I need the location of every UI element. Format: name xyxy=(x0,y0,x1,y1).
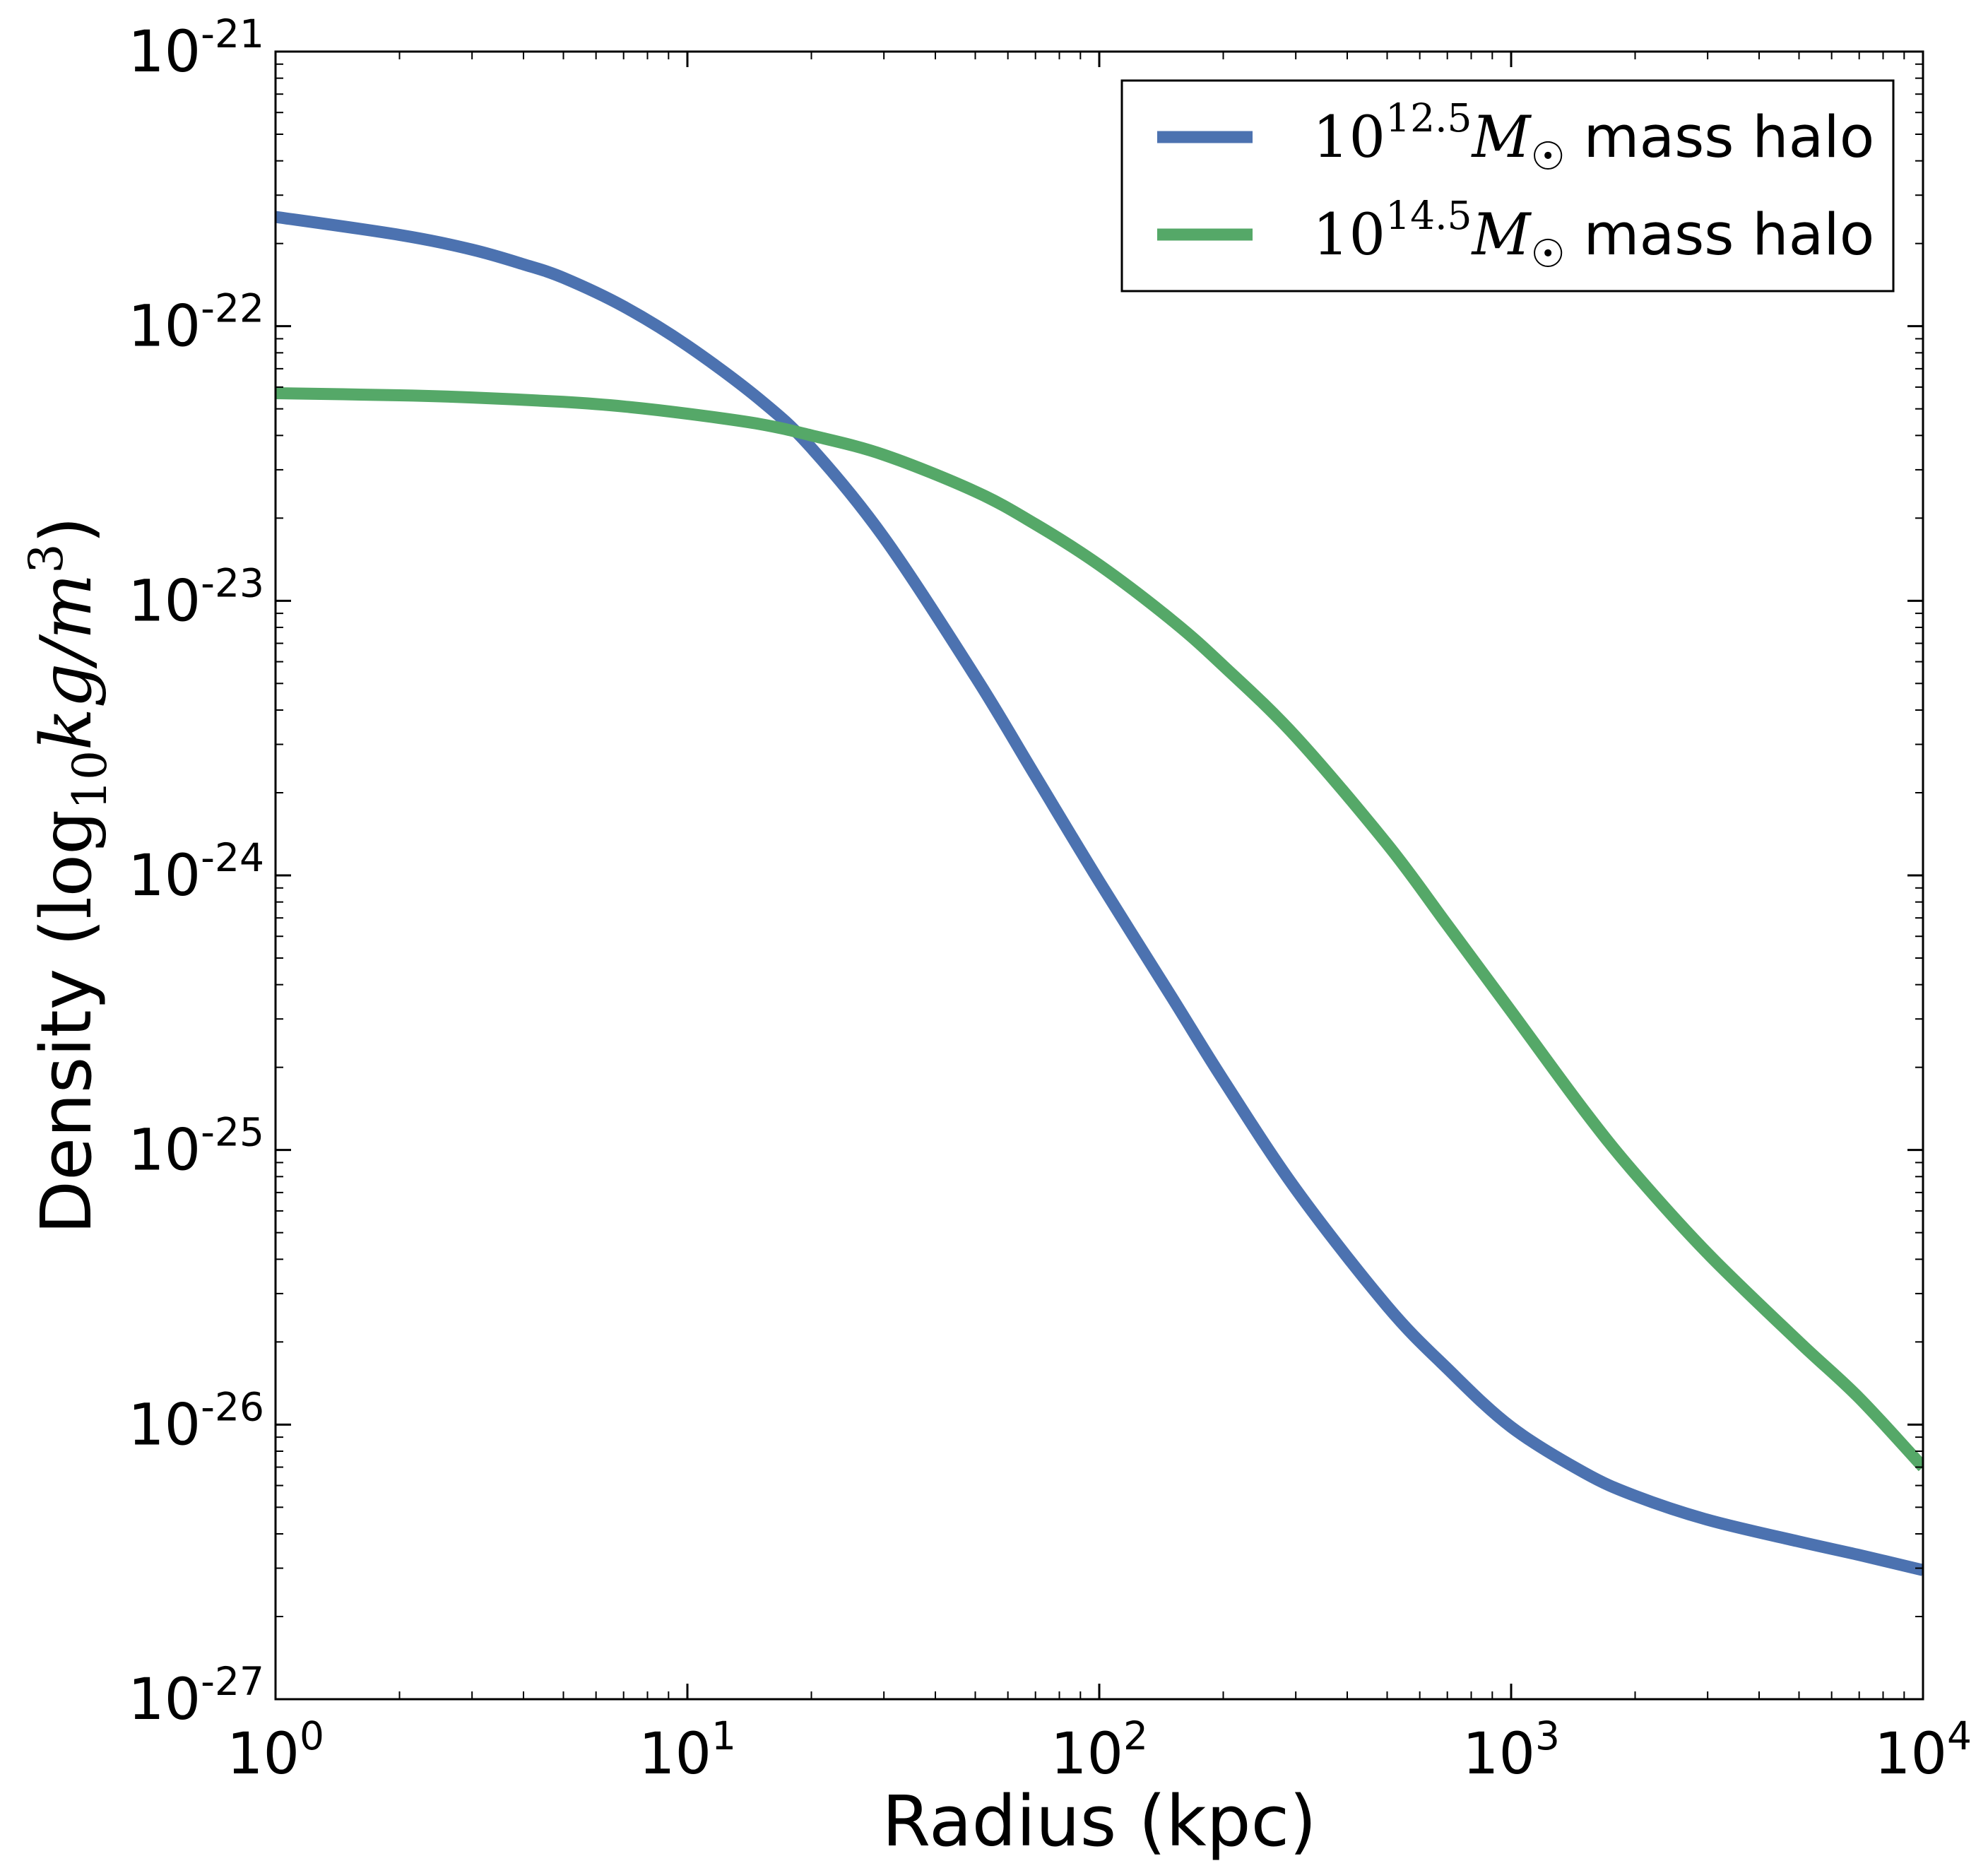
series-line-1 xyxy=(276,211,1923,1576)
legend-label-2: 1014.5M☉ mass halo xyxy=(1313,193,1874,276)
x-tick-label: 100 xyxy=(227,1713,324,1788)
y-tick-label: 10-25 xyxy=(128,1110,264,1184)
y-tick-label: 10-27 xyxy=(128,1659,264,1733)
y-tick-label: 10-21 xyxy=(128,11,264,85)
y-tick-label: 10-22 xyxy=(128,286,264,360)
x-axis-label: Radius (kpc) xyxy=(882,1781,1316,1862)
labels-layer: 100 101 102 103 104 10-21 10-22 10-23 10-24 10-25… xyxy=(19,11,1972,1862)
y-tick-label: 10-23 xyxy=(128,560,264,634)
x-tick-label: 101 xyxy=(639,1713,736,1788)
legend: 1012.5M☉ mass halo 1014.5M☉ mass halo xyxy=(1120,79,1895,293)
svg-text:Density (log10kg/m3): Density (log10kg/m3) xyxy=(19,516,117,1234)
y-axis-label: Density (log10kg/m3) xyxy=(19,516,117,1234)
y-tick-label: 10-24 xyxy=(128,835,264,909)
legend-frame xyxy=(1120,79,1895,293)
legend-label-1: 1012.5M☉ mass halo xyxy=(1313,95,1874,179)
series-line-2 xyxy=(276,387,1923,1472)
x-tick-label: 102 xyxy=(1051,1713,1148,1788)
x-tick-label: 104 xyxy=(1874,1713,1972,1788)
x-tick-label: 103 xyxy=(1462,1713,1560,1788)
y-tick-label: 10-26 xyxy=(128,1384,264,1458)
series-layer xyxy=(276,211,1923,1576)
axes-frame xyxy=(274,50,1924,1701)
